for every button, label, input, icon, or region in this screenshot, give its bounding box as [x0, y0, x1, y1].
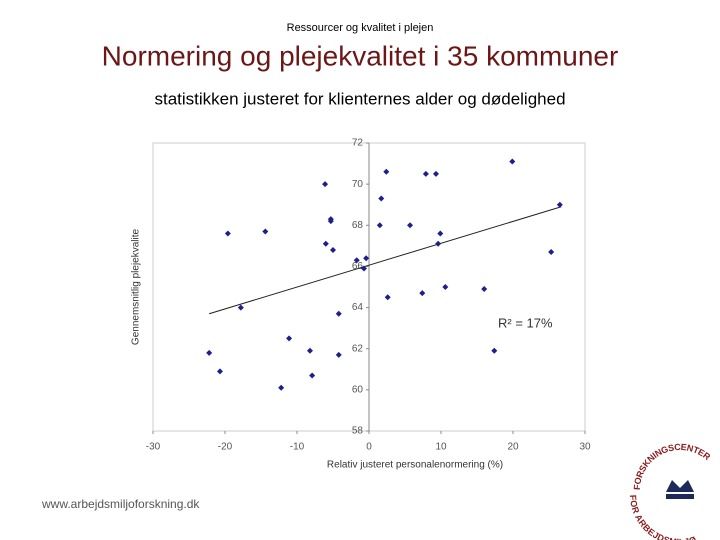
y-tick-label: 64 [352, 302, 364, 313]
logo-text-bottom: FOR ARBEJDSMILJØ [628, 495, 698, 540]
slide-title: Normering og plejekvalitet i 35 kommuner [102, 40, 619, 71]
point [442, 284, 449, 290]
slide-subtitle: statistikken justeret for klienternes al… [154, 89, 565, 108]
point [330, 246, 336, 253]
x-tick-label: -10 [290, 442, 305, 453]
logo: FORSKNINGSCENTER FOR ARBEJDSMILJØ [628, 442, 713, 540]
point [419, 290, 426, 297]
point [384, 294, 391, 301]
point [237, 304, 244, 311]
point [335, 351, 342, 358]
point [322, 240, 329, 247]
y-tick-label: 60 [352, 384, 364, 395]
point [363, 255, 370, 262]
trendline [209, 206, 562, 315]
x-axis-label: Relativ justeret personalenormering (%) [327, 460, 503, 471]
point [353, 257, 360, 264]
logo-crown [666, 480, 694, 492]
y-tick-label: 70 [352, 179, 364, 190]
point [435, 240, 442, 247]
r-squared: R² = 17% [498, 315, 553, 330]
point [556, 201, 563, 208]
point [278, 384, 285, 391]
y-tick-label: 66 [352, 261, 364, 272]
point [481, 286, 488, 293]
point [378, 195, 385, 202]
x-tick-label: 10 [435, 442, 447, 453]
point [286, 335, 293, 342]
y-tick-label: 62 [352, 343, 364, 354]
y-tick-label: 68 [352, 220, 364, 231]
point [383, 168, 390, 175]
y-axis-label: Gennemsnitlig plejekvalite [131, 228, 142, 345]
point [335, 310, 342, 317]
logo-crown-base [666, 494, 694, 499]
point [306, 347, 313, 354]
point [327, 218, 334, 225]
point [262, 228, 269, 235]
x-tick-label: 20 [507, 442, 519, 453]
point [422, 170, 429, 177]
point [376, 222, 383, 229]
point [216, 368, 223, 375]
footer-url: www.arbejdsmiljoforskning.dk [41, 497, 200, 511]
point [432, 170, 439, 177]
point [322, 181, 329, 188]
point [491, 347, 498, 354]
x-tick-label: 0 [366, 442, 372, 453]
point [407, 222, 414, 229]
x-tick-label: -30 [146, 442, 161, 453]
point [309, 372, 316, 379]
point [548, 249, 555, 256]
y-tick-label: 58 [352, 426, 364, 437]
point [509, 158, 516, 165]
logo-text: FOR ARBEJDSMILJØ [628, 495, 698, 540]
y-tick-label: 72 [352, 138, 364, 149]
x-tick-label: 30 [579, 442, 591, 453]
point [206, 349, 213, 356]
point [224, 230, 231, 237]
kicker: Ressourcer og kvalitet i plejen [287, 22, 434, 34]
point [437, 230, 444, 237]
x-tick-label: -20 [218, 442, 233, 453]
point [360, 265, 367, 272]
